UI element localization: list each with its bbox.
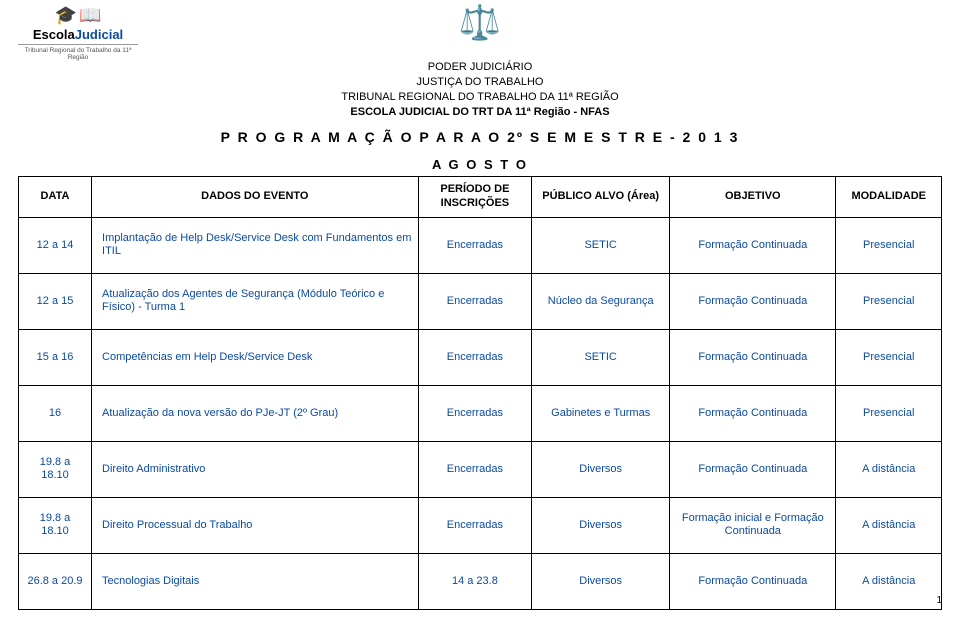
cell-periodo: Encerradas [418, 385, 532, 441]
schedule-table: DATA DADOS DO EVENTO PERÍODO DE INSCRIÇÕ… [18, 176, 942, 610]
cell-periodo: 14 a 23.8 [418, 553, 532, 609]
cell-evento: Atualização dos Agentes de Segurança (Mó… [92, 273, 419, 329]
cell-publico: Núcleo da Segurança [532, 273, 670, 329]
cell-modalidade: Presencial [836, 273, 942, 329]
cell-data: 19.8 a 18.10 [19, 441, 92, 497]
cell-evento: Direito Processual do Trabalho [92, 497, 419, 553]
col-header-modalidade: MODALIDADE [836, 177, 942, 218]
cell-periodo: Encerradas [418, 273, 532, 329]
cell-evento: Atualização da nova versão do PJe-JT (2º… [92, 385, 419, 441]
cell-publico: Diversos [532, 497, 670, 553]
cell-publico: Gabinetes e Turmas [532, 385, 670, 441]
header-line-3: TRIBUNAL REGIONAL DO TRABALHO DA 11ª REG… [18, 90, 942, 105]
table-row: 19.8 a 18.10Direito AdministrativoEncerr… [19, 441, 942, 497]
cell-objetivo: Formação Continuada [670, 217, 836, 273]
cell-data: 15 a 16 [19, 329, 92, 385]
cell-evento: Implantação de Help Desk/Service Desk co… [92, 217, 419, 273]
page-number: 1 [936, 595, 942, 606]
cell-objetivo: Formação Continuada [670, 273, 836, 329]
cell-publico: SETIC [532, 217, 670, 273]
cell-modalidade: A distância [836, 553, 942, 609]
header-line-2: JUSTIÇA DO TRABALHO [18, 75, 942, 90]
cell-evento: Competências em Help Desk/Service Desk [92, 329, 419, 385]
cell-objetivo: Formação Continuada [670, 553, 836, 609]
table-row: 15 a 16Competências em Help Desk/Service… [19, 329, 942, 385]
cell-modalidade: A distância [836, 497, 942, 553]
logo-divider [18, 44, 138, 45]
cell-data: 19.8 a 18.10 [19, 497, 92, 553]
logo-brand-part1: Escola [33, 27, 75, 42]
cell-publico: Diversos [532, 441, 670, 497]
open-book-icon: 📖 [79, 6, 101, 26]
cell-modalidade: Presencial [836, 329, 942, 385]
cell-data: 12 a 15 [19, 273, 92, 329]
col-header-data: DATA [19, 177, 92, 218]
header-line-1: PODER JUDICIÁRIO [18, 60, 942, 75]
cell-periodo: Encerradas [418, 329, 532, 385]
graduation-cap-icon: 🎓 [55, 6, 77, 26]
cell-objetivo: Formação Continuada [670, 329, 836, 385]
table-header: DATA DADOS DO EVENTO PERÍODO DE INSCRIÇÕ… [19, 177, 942, 218]
logo-subtitle: Tribunal Regional do Trabalho da 11ª Reg… [18, 47, 138, 61]
cell-periodo: Encerradas [418, 441, 532, 497]
cell-publico: Diversos [532, 553, 670, 609]
coat-of-arms-icon: ⚖️ [457, 6, 503, 52]
cell-modalidade: Presencial [836, 385, 942, 441]
cell-objetivo: Formação Continuada [670, 441, 836, 497]
cell-evento: Direito Administrativo [92, 441, 419, 497]
col-header-periodo: PERÍODO DE INSCRIÇÕES [418, 177, 532, 218]
cell-data: 26.8 a 20.9 [19, 553, 92, 609]
table-row: 12 a 15Atualização dos Agentes de Segura… [19, 273, 942, 329]
cell-data: 12 a 14 [19, 217, 92, 273]
logo-escola-judicial: 🎓 📖 EscolaJudicial Tribunal Regional do … [18, 6, 138, 61]
col-header-objetivo: OBJETIVO [670, 177, 836, 218]
cell-objetivo: Formação Continuada [670, 385, 836, 441]
col-header-evento: DADOS DO EVENTO [92, 177, 419, 218]
header-line-4: ESCOLA JUDICIAL DO TRT DA 11ª Região - N… [18, 105, 942, 120]
cell-data: 16 [19, 385, 92, 441]
cell-modalidade: A distância [836, 441, 942, 497]
table-body: 12 a 14Implantação de Help Desk/Service … [19, 217, 942, 609]
document-title: P R O G R A M A Ç Ã O P A R A O 2º S E M… [18, 129, 942, 145]
table-row: 12 a 14Implantação de Help Desk/Service … [19, 217, 942, 273]
cell-publico: SETIC [532, 329, 670, 385]
month-heading: A G O S T O [18, 157, 942, 172]
logo-brand-part2: Judicial [75, 27, 123, 42]
col-header-publico: PÚBLICO ALVO (Área) [532, 177, 670, 218]
logo-brand-text: EscolaJudicial [18, 28, 138, 42]
table-row: 26.8 a 20.9Tecnologias Digitais14 a 23.8… [19, 553, 942, 609]
cell-modalidade: Presencial [836, 217, 942, 273]
cell-objetivo: Formação inicial e Formação Continuada [670, 497, 836, 553]
cell-evento: Tecnologias Digitais [92, 553, 419, 609]
table-row: 19.8 a 18.10Direito Processual do Trabal… [19, 497, 942, 553]
cell-periodo: Encerradas [418, 217, 532, 273]
table-row: 16Atualização da nova versão do PJe-JT (… [19, 385, 942, 441]
cell-periodo: Encerradas [418, 497, 532, 553]
page-container: 🎓 📖 EscolaJudicial Tribunal Regional do … [0, 0, 960, 610]
